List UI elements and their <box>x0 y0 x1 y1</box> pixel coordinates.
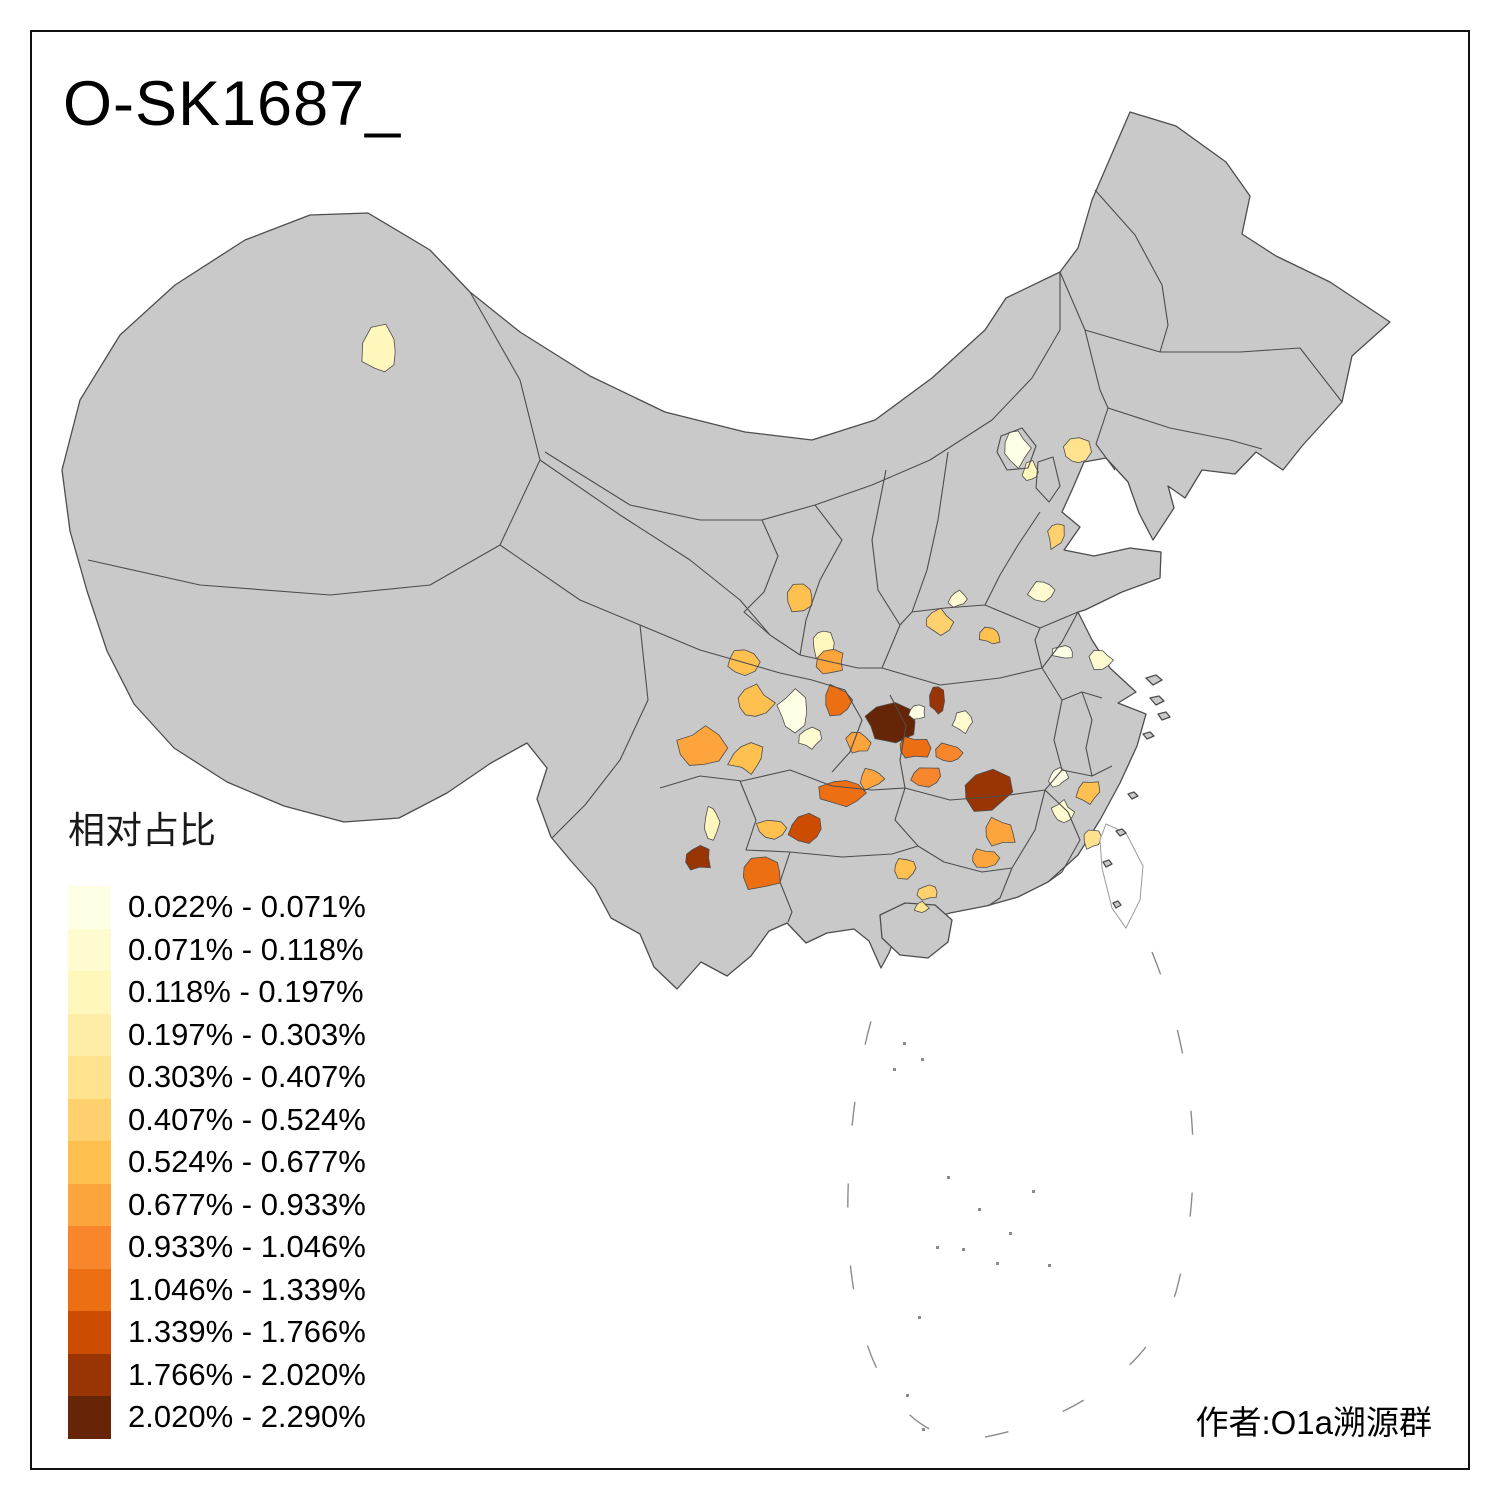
map-region-hubei-ne-pale <box>951 710 973 735</box>
legend-item: 0.524% - 0.677% <box>68 1141 366 1184</box>
map-region-hubei-sw <box>899 736 932 759</box>
map-region-shaanxi-n <box>786 583 813 613</box>
legend-label: 0.118% - 0.197% <box>128 974 364 1010</box>
legend-item: 0.197% - 0.303% <box>68 1013 366 1056</box>
map-region-guangxi-ne <box>894 858 917 880</box>
legend-label: 1.339% - 1.766% <box>128 1314 366 1350</box>
legend-item: 1.046% - 1.339% <box>68 1268 366 1311</box>
legend-item: 0.022% - 0.071% <box>68 886 366 929</box>
map-region-hunan-nw-dark <box>964 768 1014 812</box>
attribution: 作者:O1a溯源群 <box>1195 1404 1432 1441</box>
legend-items: 0.022% - 0.071% 0.071% - 0.118% 0.118% - 0… <box>68 886 366 1439</box>
map-region-hunan-s <box>972 848 1001 868</box>
legend-label: 0.524% - 0.677% <box>128 1144 366 1180</box>
plot-title: O-SK1687_ <box>63 69 402 139</box>
legend-label: 0.197% - 0.303% <box>128 1016 366 1052</box>
map-region-chengdu-plain <box>776 688 808 734</box>
legend-label: 0.071% - 0.118% <box>128 931 364 967</box>
legend-item: 0.118% - 0.197% <box>68 971 366 1014</box>
map-region-sichuan-ne <box>825 683 854 717</box>
map-region-fujian-coast <box>1083 829 1103 850</box>
hainan-island <box>879 902 953 959</box>
map-region-guangxi-c <box>916 884 938 901</box>
legend-swatch <box>68 1013 111 1056</box>
map-region-jiangxi-ne <box>1075 781 1101 806</box>
map-region-yunnan-ne-dark <box>685 844 711 871</box>
legend-item: 1.339% - 1.766% <box>68 1311 366 1354</box>
map-region-chongqing-s <box>859 767 886 791</box>
legend-swatch <box>68 1098 111 1141</box>
map-region-yunnan-e <box>742 856 781 890</box>
legend-item: 0.071% - 0.118% <box>68 928 366 971</box>
legend-item: 1.766% - 2.020% <box>68 1353 366 1396</box>
map-region-hubei-s <box>910 767 942 788</box>
map-region-hubei-c <box>935 742 964 763</box>
legend-label: 1.766% - 2.020% <box>128 1356 366 1392</box>
map-region-hebei-se <box>1047 523 1065 551</box>
legend-swatch <box>68 886 111 929</box>
legend-item: 2.020% - 2.290% <box>68 1396 366 1439</box>
map-region-henan-c <box>978 626 1001 645</box>
legend-title: 相对占比 <box>68 810 216 851</box>
coastal-islets <box>1102 674 1171 909</box>
legend-swatch <box>68 1141 111 1184</box>
map-region-guizhou-w <box>787 812 822 844</box>
sea-islands <box>847 674 1194 1441</box>
legend-item: 0.303% - 0.407% <box>68 1056 366 1099</box>
map-region-fujian-nw <box>1048 767 1070 788</box>
map-region-sichuan-w <box>737 683 777 717</box>
legend-label: 2.020% - 2.290% <box>128 1399 366 1435</box>
legend-swatch <box>68 928 111 971</box>
map-region-hunan-c <box>985 816 1016 847</box>
map-region-guizhou-n <box>818 780 867 808</box>
colored-regions <box>361 323 1115 913</box>
map-region-hebei-ne <box>1062 437 1093 464</box>
map-region-henan-w <box>925 607 955 636</box>
map-region-hubei-w-sliver <box>929 686 945 715</box>
plot-border <box>30 30 1470 1470</box>
legend-label: 0.407% - 0.524% <box>128 1101 366 1137</box>
legend-swatch <box>68 1183 111 1226</box>
legend-label: 0.933% - 1.046% <box>128 1229 366 1265</box>
map-region-yunnan-sliver <box>703 805 721 841</box>
legend-label: 0.303% - 0.407% <box>128 1059 366 1095</box>
map-region-jiangsu-n <box>1088 649 1115 671</box>
map-region-jiangxi-c <box>1050 798 1076 824</box>
legend-swatch <box>68 1056 111 1099</box>
legend-swatch <box>68 1311 111 1354</box>
legend-item: 0.677% - 0.933% <box>68 1183 366 1226</box>
map-region-beijing-w <box>1004 430 1032 470</box>
map-region-henan-n <box>947 589 968 608</box>
legend-label: 0.022% - 0.071% <box>128 889 366 925</box>
legend-item: 0.407% - 0.524% <box>68 1098 366 1141</box>
map-region-guizhou-c <box>755 820 788 840</box>
legend-swatch <box>68 1353 111 1396</box>
map-region-nw-spot <box>361 323 396 373</box>
map-region-sichuan-c-pale <box>798 726 823 750</box>
map-region-sichuan-s <box>727 742 764 775</box>
legend-label: 1.046% - 1.339% <box>128 1271 366 1307</box>
map-region-hubei-n-pale <box>908 704 926 720</box>
map-region-guangxi-s <box>913 900 930 913</box>
legend-swatch <box>68 1226 111 1269</box>
map-region-beijing-s <box>1021 460 1039 481</box>
taiwan-island <box>1099 823 1144 929</box>
legend-swatch <box>68 1268 111 1311</box>
legend-swatch <box>68 1396 111 1439</box>
legend: 相对占比 0.022% - 0.071% 0.071% - 0.118% 0.118… <box>68 800 366 1439</box>
legend-swatch <box>68 971 111 1014</box>
province-boundary-lines <box>87 189 1343 923</box>
legend-item: 0.933% - 1.046% <box>68 1226 366 1269</box>
province-borders <box>87 189 1343 923</box>
map-region-shandong-w <box>1026 581 1056 603</box>
map-region-sichuan-sw <box>676 725 729 766</box>
legend-label: 0.677% - 0.933% <box>128 1186 366 1222</box>
